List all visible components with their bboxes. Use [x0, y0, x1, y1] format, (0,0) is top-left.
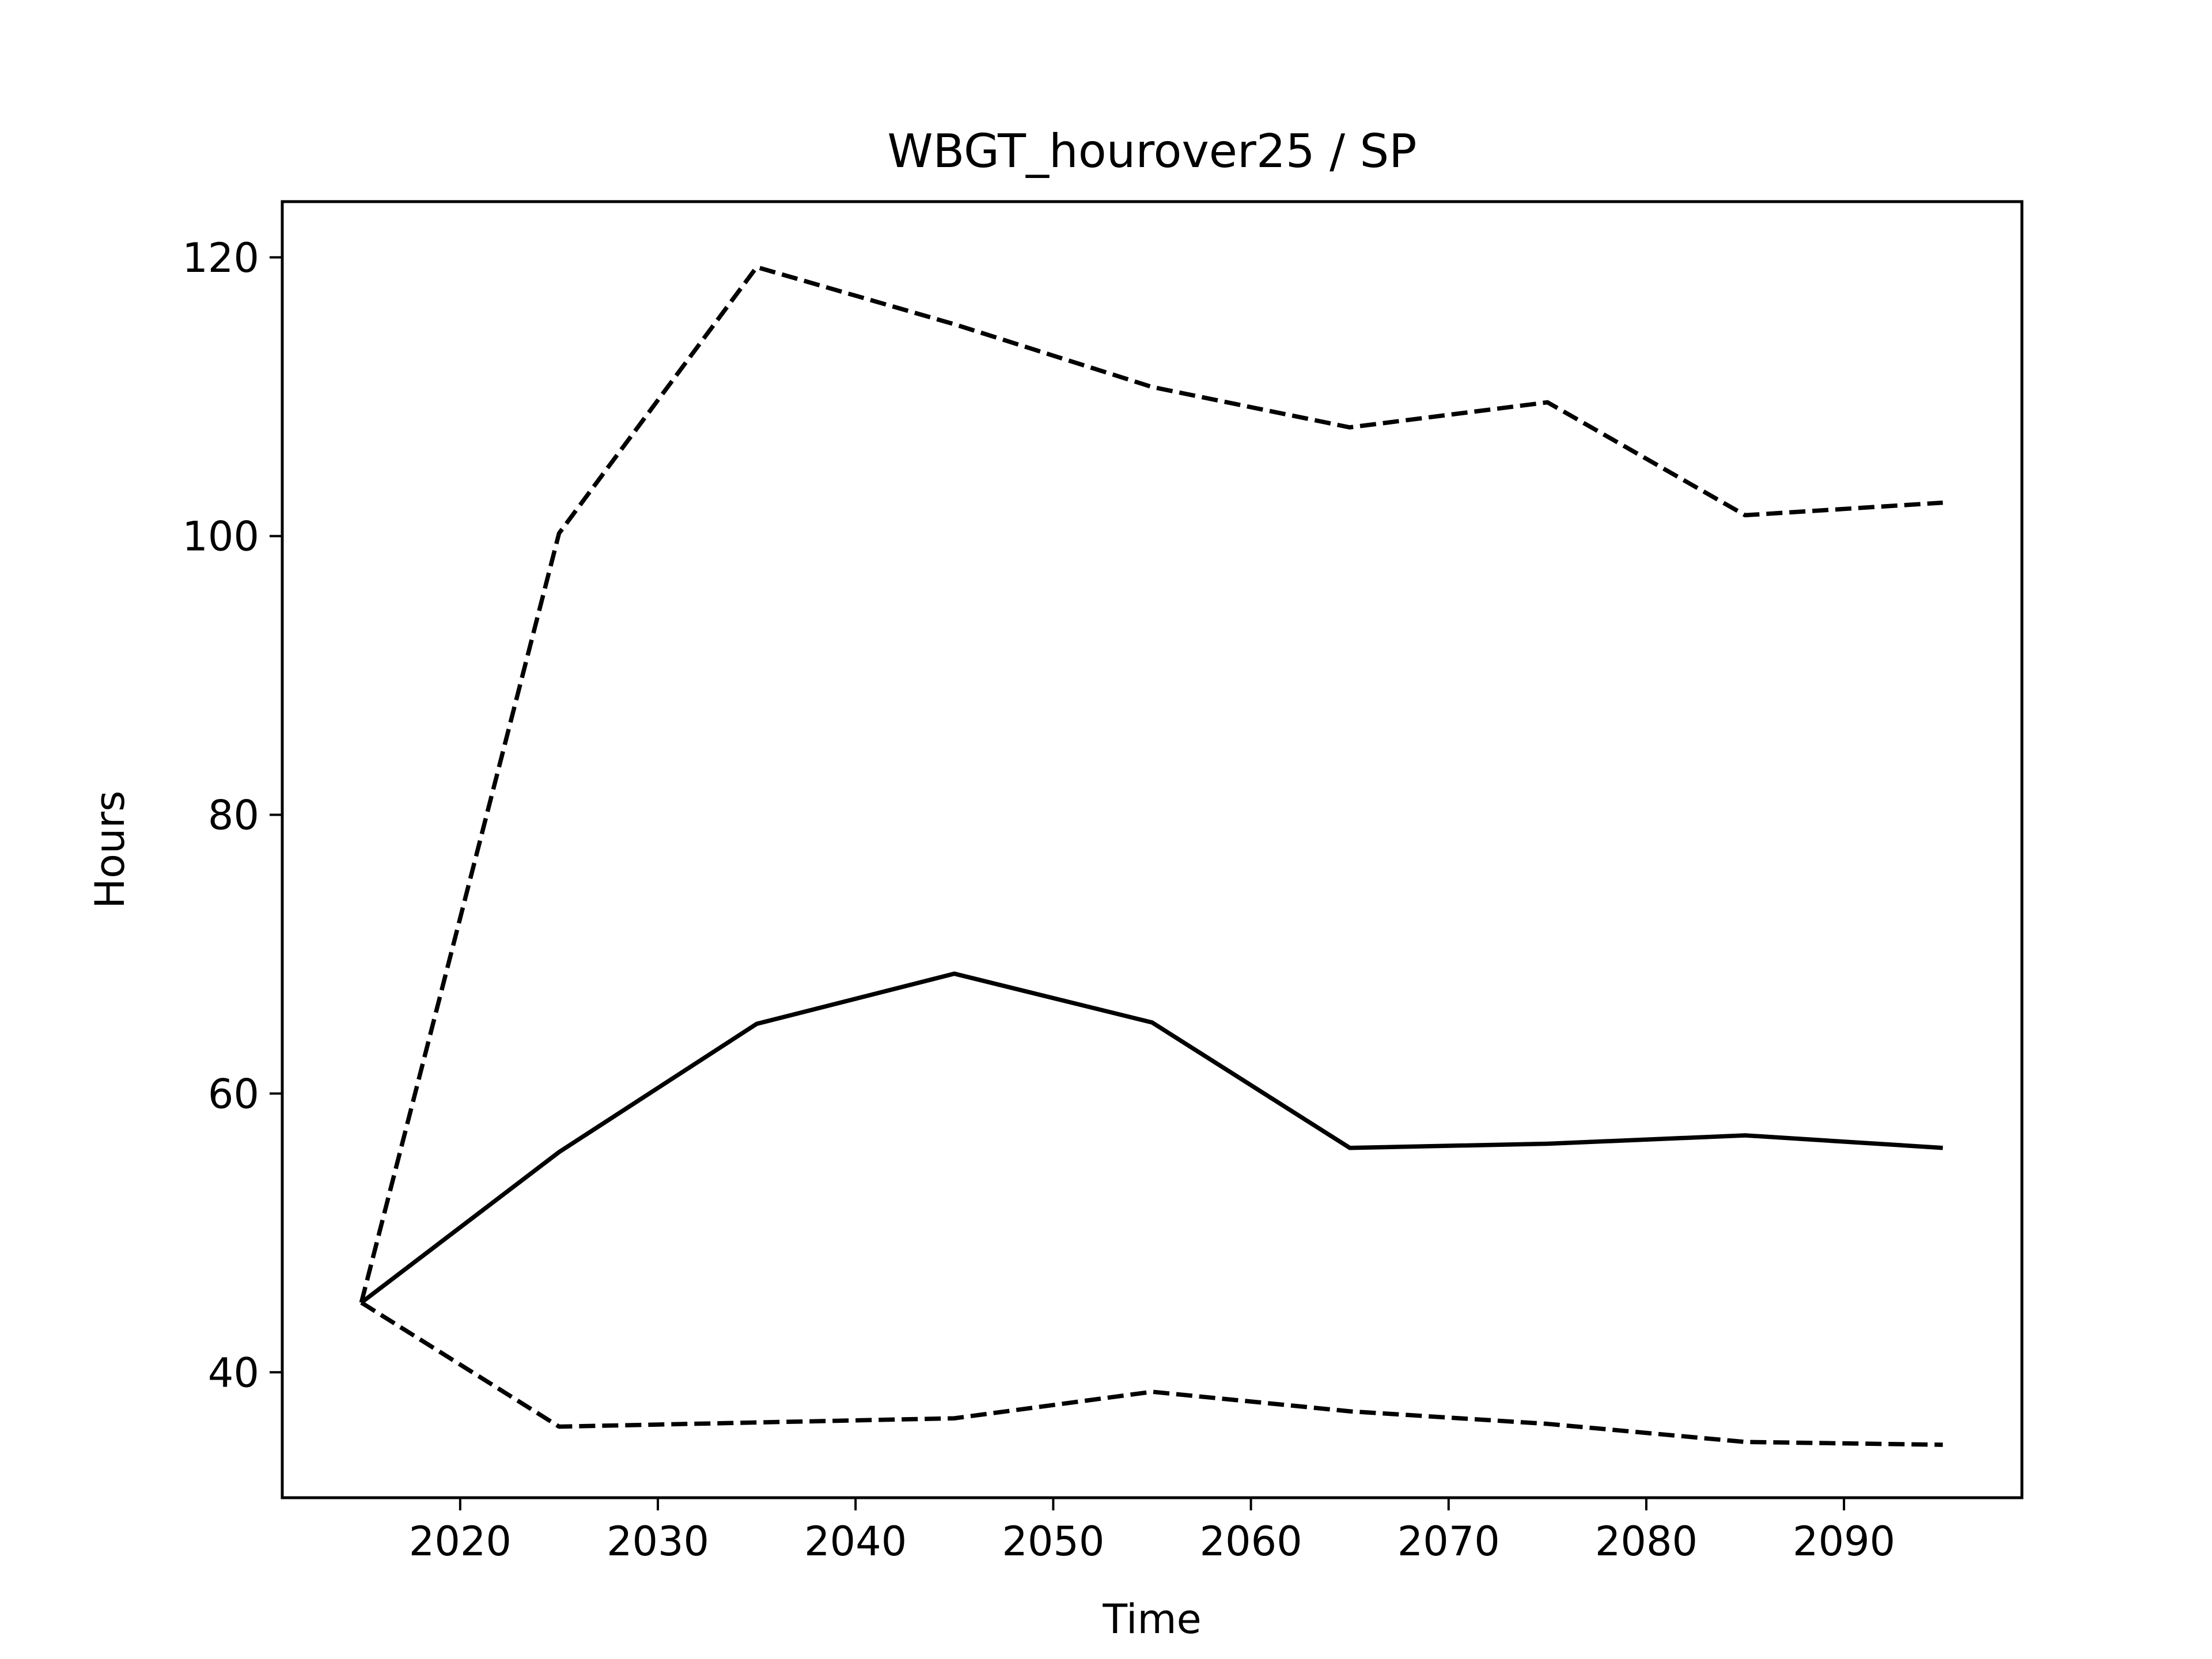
- plot-frame: [281, 200, 2024, 1499]
- chart-title: WBGT_hourover25 / SP: [887, 124, 1416, 178]
- x-tick-label: 2060: [1200, 1518, 1302, 1565]
- x-tick-label: 2090: [1793, 1518, 1895, 1565]
- y-tick-label: 80: [208, 792, 259, 839]
- y-tick-label: 60: [208, 1070, 259, 1118]
- x-tick-label: 2030: [607, 1518, 709, 1565]
- y-tick-label: 40: [208, 1349, 259, 1396]
- x-axis-label: Time: [1102, 1596, 1201, 1643]
- y-tick-label: 120: [182, 234, 259, 282]
- x-tick-label: 2080: [1595, 1518, 1698, 1565]
- x-axis-ticks: 2020 2030 2040 2050 2060 2070 2080 2090: [409, 1498, 1895, 1565]
- x-tick-label: 2070: [1397, 1518, 1500, 1565]
- series-layer: [359, 264, 1943, 1447]
- y-axis-ticks: 40 60 80 100 120: [182, 234, 282, 1396]
- x-tick-label: 2040: [804, 1518, 907, 1565]
- y-tick-label: 100: [182, 513, 259, 560]
- y-axis-label: Hours: [86, 790, 134, 908]
- series-line-2: [359, 264, 1943, 1304]
- series-line-1: [360, 971, 1943, 1305]
- x-tick-label: 2020: [409, 1518, 512, 1565]
- x-tick-label: 2050: [1002, 1518, 1104, 1565]
